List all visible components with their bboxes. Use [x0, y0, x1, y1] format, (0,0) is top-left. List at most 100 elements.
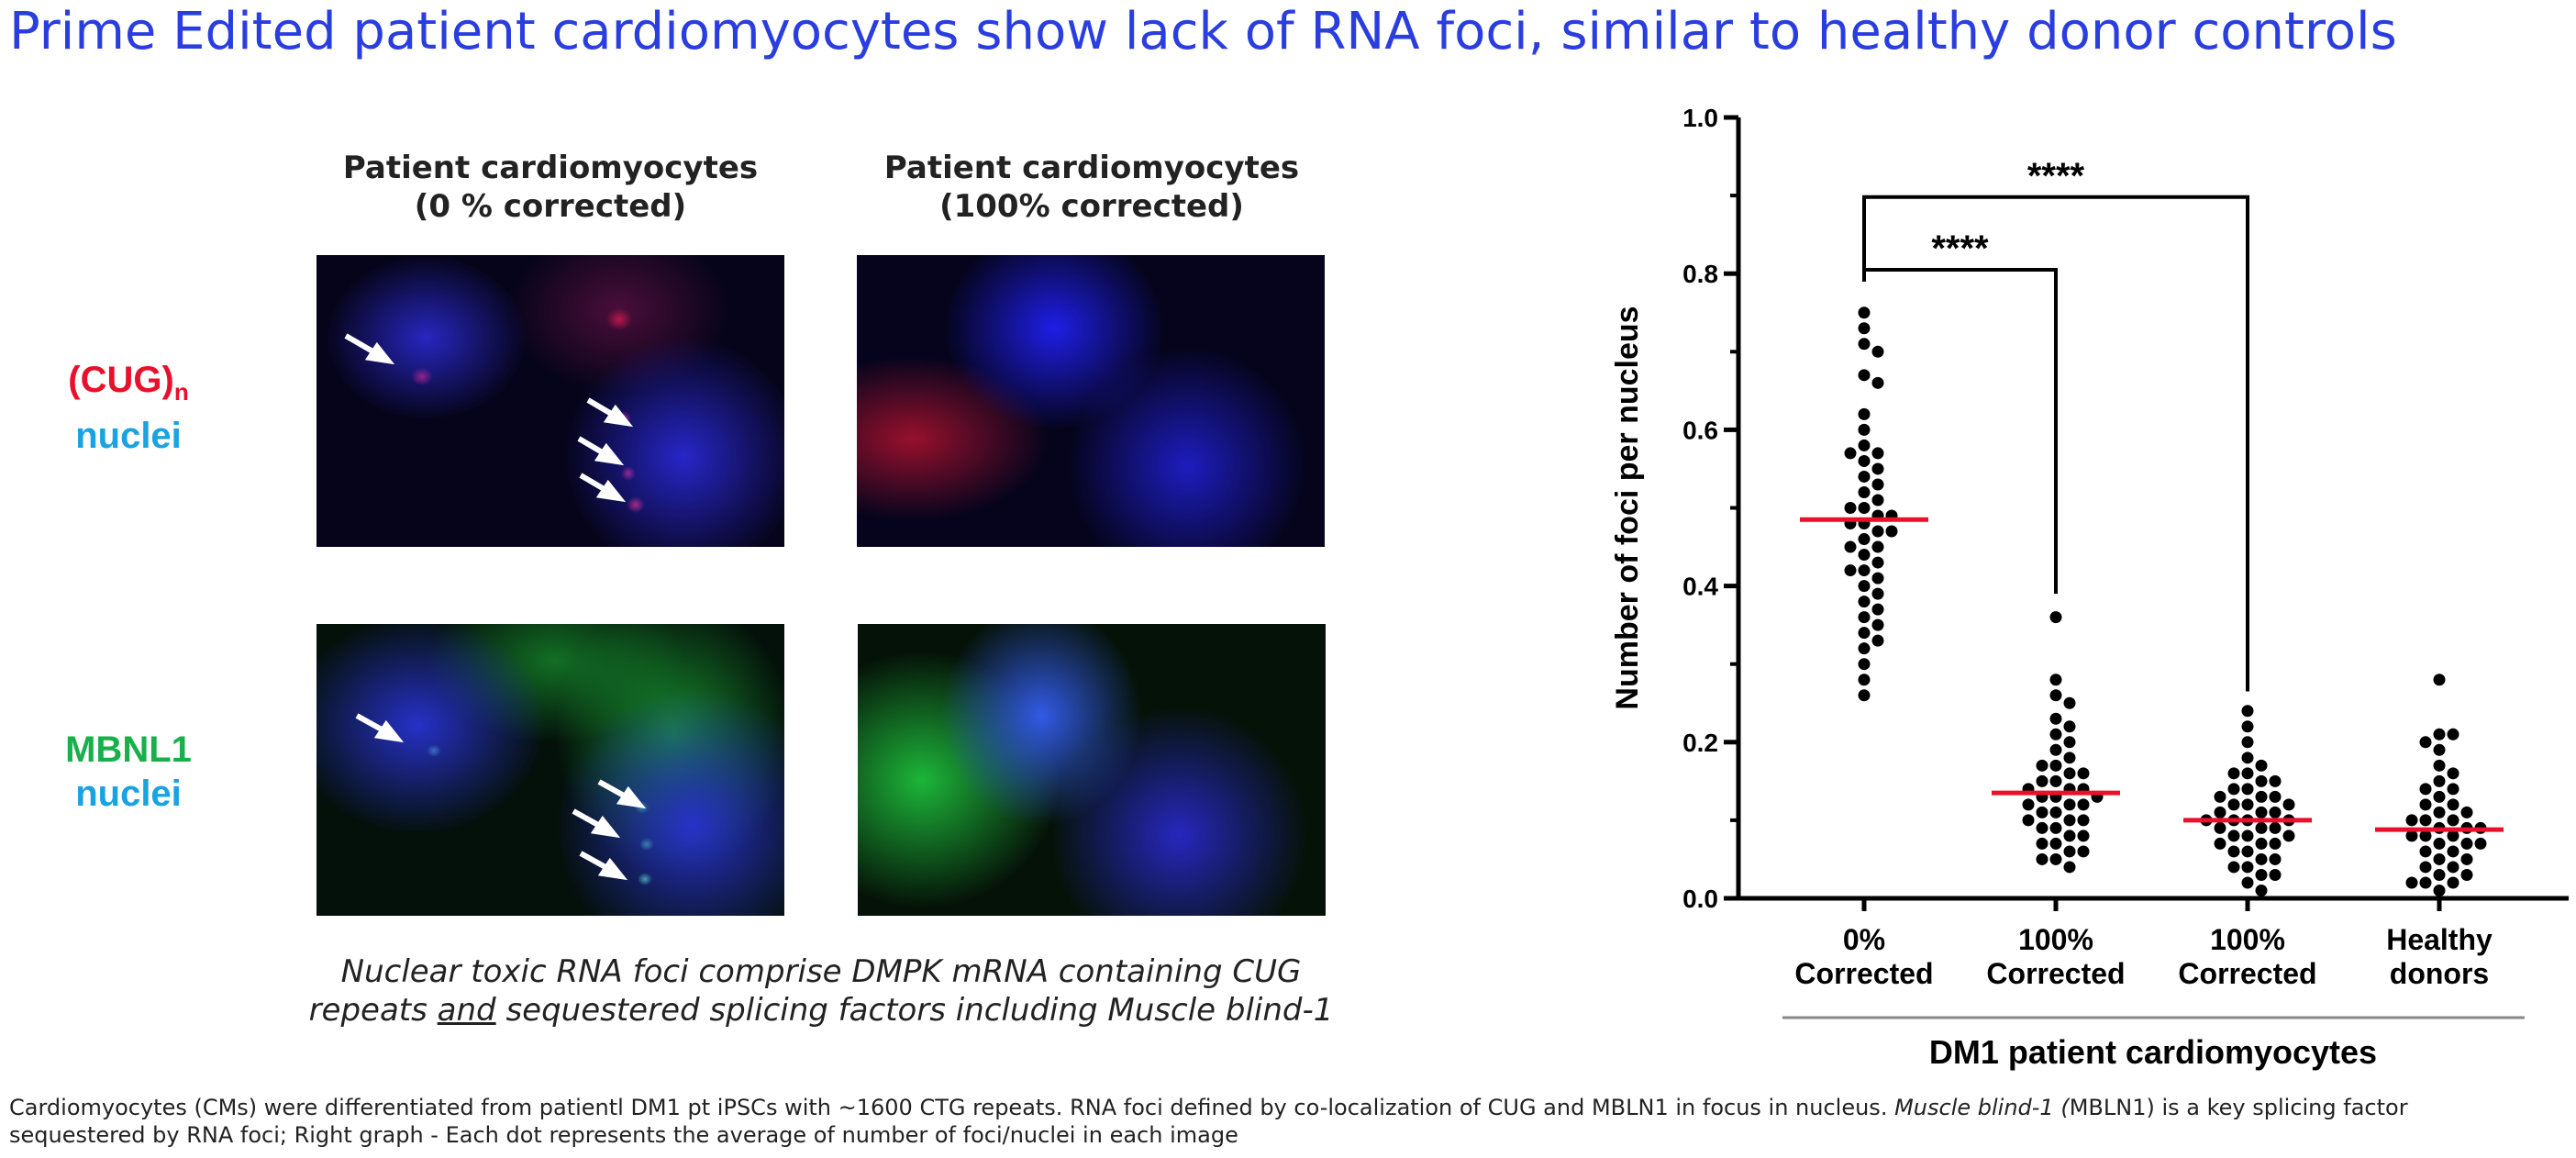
y-tick-label: 1.0 [1682, 104, 1718, 132]
data-point [2269, 774, 2282, 787]
data-point [2241, 767, 2254, 780]
data-point [2405, 814, 2418, 827]
data-point [2036, 852, 2049, 865]
nuclei-label: nuclei [75, 774, 182, 814]
significance-bracket [1862, 195, 2249, 692]
micrograph-mbnl1-0-corrected [316, 624, 784, 916]
cug-label: (CUG) [68, 360, 174, 400]
column-header-line2: (0 % corrected) [414, 188, 687, 225]
data-point [2241, 736, 2254, 749]
x-category-label: Corrected [2178, 957, 2316, 990]
data-point [2036, 806, 2049, 818]
arrow-overlay [344, 333, 634, 503]
data-point [2022, 814, 2035, 827]
data-point [2214, 821, 2226, 834]
data-point [2241, 876, 2254, 889]
y-axis-title: Number of foci per nucleus [1610, 306, 1645, 709]
data-point [2227, 783, 2240, 796]
data-point [2460, 806, 2473, 818]
data-point [2419, 798, 2432, 811]
data-point [2022, 798, 2035, 811]
data-point [2063, 861, 2076, 874]
footnote-italic: Muscle blind-1 ( [1894, 1095, 2070, 1120]
data-point [2433, 774, 2446, 787]
data-point [1858, 580, 1871, 593]
foci-dot-plot: 0.0 0.2 0.4 0.6 0.8 1.0 Number of foci per nuc… [1610, 104, 2569, 1071]
caption-underlined: and [437, 992, 496, 1029]
arrow-overlay [355, 713, 647, 881]
data-point [1858, 369, 1871, 382]
data-point [1858, 689, 1871, 702]
data-point [2433, 852, 2446, 865]
data-point [2447, 830, 2459, 842]
data-point [2077, 845, 2090, 858]
data-point [2036, 821, 2049, 834]
data-point [2063, 752, 2076, 764]
data-point [1858, 674, 1871, 686]
row-label-mbnl1: MBNL1 nuclei [37, 728, 220, 816]
data-point [2049, 852, 2062, 865]
data-point [2269, 790, 2282, 803]
data-point [2460, 852, 2473, 865]
data-point [2269, 837, 2282, 850]
y-tick-label: 0.2 [1682, 729, 1718, 757]
data-point [2255, 868, 2268, 881]
data-point [1858, 502, 1871, 514]
caption-text: sequestered splicing factors including M… [495, 992, 1334, 1029]
data-point [2474, 837, 2487, 850]
data-point [1871, 345, 1884, 358]
data-point [2227, 798, 2240, 811]
data-point [2063, 845, 2076, 858]
data-point [2269, 821, 2282, 834]
x-category-label: 100% [2210, 923, 2285, 956]
data-point [2063, 720, 2076, 733]
data-point [1871, 540, 1884, 553]
data-point [1858, 454, 1871, 467]
data-point [2405, 876, 2418, 889]
data-point [2049, 712, 2062, 725]
arrow-icon-head [616, 785, 647, 809]
data-point [1871, 603, 1884, 616]
data-point [1871, 462, 1884, 475]
data-point [1858, 338, 1871, 351]
data-point [1858, 423, 1871, 436]
data-point [2077, 767, 2090, 780]
data-point [2241, 783, 2254, 796]
data-point [2227, 845, 2240, 858]
footnote: Cardiomyocytes (CMs) were differentiated… [9, 1094, 2486, 1149]
arrow-icon-head [603, 404, 634, 428]
data-point [2433, 837, 2446, 850]
arrow-icon-head [373, 719, 405, 743]
data-point [2063, 798, 2076, 811]
data-point [2255, 806, 2268, 818]
significance-label: **** [2027, 156, 2085, 196]
data-point [2282, 830, 2295, 842]
y-tick-label: 0.0 [1682, 885, 1718, 913]
page-title: Prime Edited patient cardiomyocytes show… [9, 2, 2397, 61]
data-point [2227, 861, 2240, 874]
arrow-icon-head [595, 479, 627, 503]
data-point [2269, 806, 2282, 818]
data-point [1871, 572, 1884, 585]
data-point [1858, 564, 1871, 577]
x-category-label: Corrected [1794, 957, 1933, 990]
data-point [1871, 618, 1884, 631]
column-header-line1: Patient cardiomyocytes [883, 150, 1300, 186]
micrograph-mbnl1-100-corrected [858, 624, 1326, 916]
data-point [1885, 525, 1898, 538]
significance-label: **** [1931, 228, 1989, 269]
caption-line2: repeats and sequestered splicing factors… [239, 991, 1404, 1030]
data-point [1844, 447, 1857, 460]
data-point [2241, 705, 2254, 718]
data-point [2433, 728, 2446, 740]
cug-subscript: n [173, 378, 189, 406]
data-point [1871, 525, 1884, 538]
x-axis-title: DM1 patient cardiomyocytes [1929, 1033, 2377, 1071]
data-point [1858, 549, 1871, 562]
data-point [2447, 845, 2459, 858]
data-point [2241, 861, 2254, 874]
data-point [2419, 783, 2432, 796]
data-point [2063, 814, 2076, 827]
data-point [2227, 830, 2240, 842]
column-header-line2: (100% corrected) [939, 188, 1244, 225]
